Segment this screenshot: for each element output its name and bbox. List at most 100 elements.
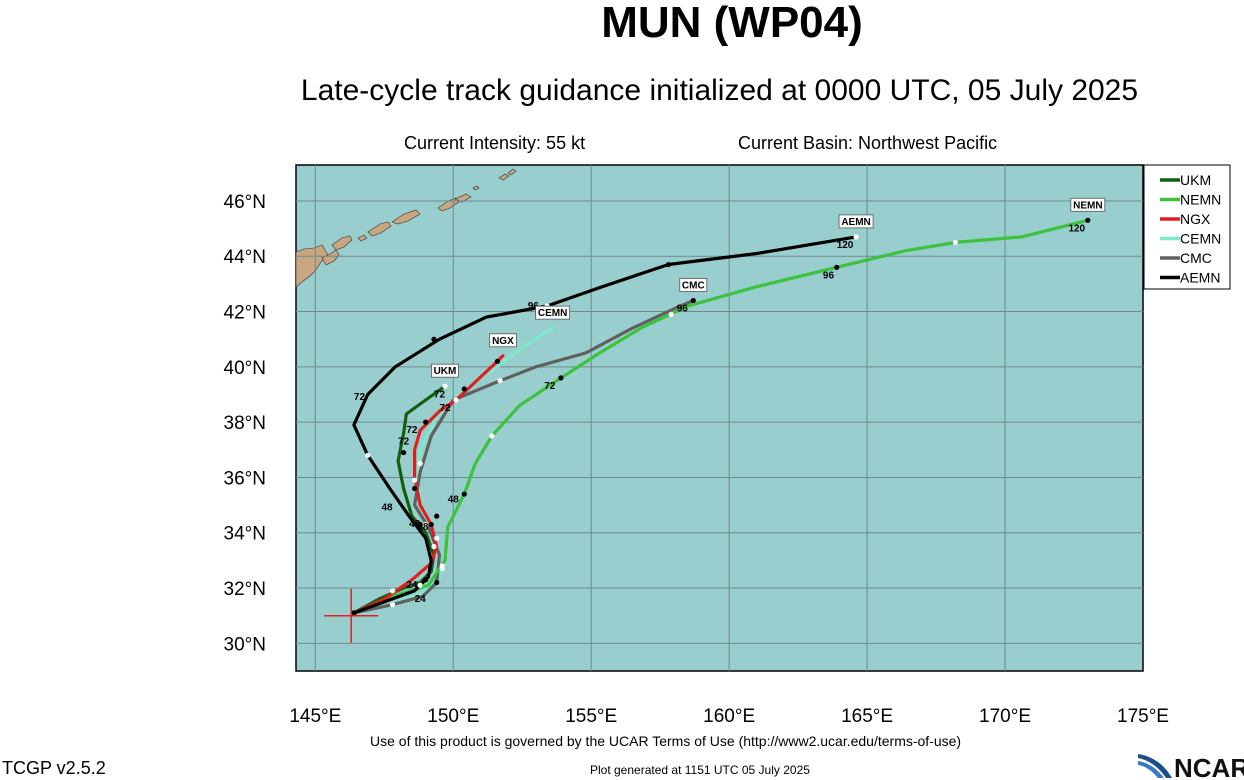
grid-lines: [296, 165, 1143, 671]
forecast-hour-label: 96: [677, 304, 689, 315]
x-tick-label: 170°E: [979, 706, 1031, 727]
forecast-hour-label: 120: [1068, 223, 1085, 234]
forecast-hour-label: 24: [406, 580, 418, 591]
y-tick-label: 34°N: [224, 524, 266, 545]
forecast-point-cmc: [389, 602, 396, 608]
forecast-point-nemn: [489, 433, 495, 439]
svg-text:NCAR: NCAR: [1174, 753, 1244, 780]
forecast-hour-label: 72: [354, 392, 366, 403]
forecast-point-ukm: [389, 588, 396, 594]
x-tick-label: 150°E: [427, 706, 479, 727]
forecast-point-cmc: [434, 535, 440, 541]
forecast-point-aemn: [431, 336, 437, 342]
end-label-cemn: CEMN: [538, 308, 567, 319]
forecast-hour-label: 96: [823, 270, 835, 281]
track-cmc: [352, 298, 695, 615]
terms-of-use: Use of this product is governed by the U…: [370, 733, 962, 749]
land-kuril-islands: [295, 168, 517, 288]
y-tick-label: 38°N: [224, 413, 266, 434]
forecast-point-aemn: [417, 582, 423, 588]
legend-label-nemn: NEMN: [1180, 192, 1221, 208]
forecast-point-ngx: [423, 419, 429, 425]
forecast-point-aemn: [665, 261, 672, 268]
forecast-point-ngx: [494, 358, 501, 364]
y-tick-label: 40°N: [224, 358, 266, 379]
forecast-hour-label: 72: [434, 389, 446, 400]
forecast-hour-label: 48: [409, 519, 421, 530]
forecast-hour-label: 72: [406, 425, 418, 436]
x-tick-label: 165°E: [841, 706, 893, 727]
legend-label-aemn: AEMN: [1180, 270, 1220, 286]
forecast-point-nemn: [558, 375, 564, 381]
forecast-point-cemn: [461, 386, 467, 392]
end-label-box: [489, 333, 517, 348]
forecast-point-nemn: [834, 264, 840, 270]
end-label-box: [679, 278, 708, 292]
legend-label-cemn: CEMN: [1180, 231, 1221, 247]
legend-label-cmc: CMC: [1180, 250, 1212, 266]
track-end-labels: CEMN CMC UKM NEMN NGX AEMN: [431, 197, 1106, 378]
forecast-point-aemn: [351, 610, 357, 616]
forecast-hour-label: 96: [528, 301, 540, 312]
forecast-hour-label: 120: [837, 240, 854, 251]
forecast-point-aemn: [365, 452, 371, 458]
y-tick-label: 42°N: [224, 303, 266, 324]
y-tick-label: 46°N: [224, 192, 266, 213]
x-tick-label: 160°E: [703, 706, 755, 727]
legend: UKM NEMN NGX CEMN CMC AEMN: [1143, 164, 1231, 290]
ncar-logo: NCAR: [1138, 753, 1244, 780]
y-tick-label: 30°N: [224, 634, 266, 655]
end-label-ukm: UKM: [434, 366, 457, 377]
forecast-point-cmc: [412, 485, 418, 492]
y-tick-label: 32°N: [224, 579, 266, 600]
forecast-hour-label: 24: [415, 594, 427, 605]
forecast-point-ngx: [431, 543, 437, 550]
forecast-point-ukm: [423, 577, 429, 583]
forecast-point-cemn: [417, 461, 423, 467]
x-tick-label: 155°E: [565, 706, 617, 727]
forecast-point-ngx: [453, 397, 459, 403]
end-label-cmc: CMC: [682, 280, 705, 291]
end-label-box: [535, 305, 570, 320]
forecast-hour-label: 72: [544, 381, 556, 392]
version-label: TCGP v2.5.2: [2, 758, 106, 778]
forecast-point-ukm: [423, 521, 429, 528]
forecast-point-nemn: [952, 239, 958, 246]
forecast-point-nemn: [668, 311, 674, 317]
forecast-hour-label: 48: [448, 494, 460, 505]
current-basin: Current Basin: Northwest Pacific: [738, 133, 998, 153]
forecast-point-ukm: [400, 449, 407, 456]
forecast-point-cmc: [434, 579, 440, 586]
forecast-point-nemn: [1085, 217, 1091, 223]
forecast-point-ngx: [412, 477, 418, 483]
track-aemn: [352, 235, 858, 615]
page-subtitle: Late-cycle track guidance initialized at…: [300, 74, 1139, 107]
x-tick-label: 175°E: [1117, 706, 1169, 727]
forecast-hour-label: 48: [381, 503, 393, 514]
end-label-box: [1070, 197, 1106, 212]
forecast-point-ukm: [442, 383, 448, 389]
end-label-aemn: AEMN: [841, 217, 870, 228]
end-label-ngx: NGX: [492, 336, 514, 347]
forecast-point-nemn: [439, 563, 445, 569]
y-tick-label: 36°N: [224, 468, 266, 489]
forecast-hour-label: 72: [398, 436, 410, 447]
legend-label-ukm: UKM: [1180, 172, 1211, 188]
forecast-point-cmc: [497, 378, 503, 384]
forecast-point-aemn: [853, 234, 859, 240]
legend-label-ngx: NGX: [1180, 211, 1211, 227]
forecast-point-aemn: [434, 513, 440, 519]
page-title: MUN (WP04): [601, 0, 863, 47]
y-tick-label: 44°N: [224, 247, 266, 268]
current-intensity: Current Intensity: 55 kt: [404, 133, 586, 153]
track-ngx: [352, 354, 505, 615]
forecast-hour-label: 48: [417, 522, 429, 533]
end-label-box: [838, 214, 874, 229]
forecast-point-cemn: [428, 521, 434, 528]
generated-timestamp: Plot generated at 1151 UTC 05 July 2025: [590, 763, 810, 777]
current-position-marker: [324, 588, 379, 643]
forecast-point-nemn: [461, 491, 467, 497]
axis-labels: 145°E 150°E 155°E 160°E 165°E 170°E 175°E 30°N 3…: [224, 192, 1169, 727]
